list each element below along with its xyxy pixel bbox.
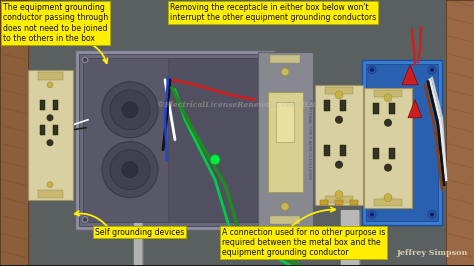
Bar (40, 100, 45, 110)
Text: The equipment grounding
conductor passing through
does not need to be joined
to : The equipment grounding conductor passin… (3, 3, 108, 43)
Ellipse shape (46, 139, 54, 146)
Circle shape (83, 58, 87, 62)
Bar (53, 100, 58, 110)
Circle shape (261, 56, 269, 64)
Circle shape (368, 211, 376, 219)
Bar (276, 102, 294, 142)
Text: Jeffrey Simpson: Jeffrey Simpson (397, 250, 468, 257)
Bar (389, 148, 395, 159)
Circle shape (428, 211, 436, 219)
Bar (75, 50, 275, 230)
Bar (38, 190, 63, 198)
Circle shape (81, 56, 89, 64)
Bar (340, 145, 346, 156)
Circle shape (281, 68, 289, 76)
Bar (270, 215, 300, 223)
Circle shape (210, 155, 220, 165)
Circle shape (384, 94, 392, 102)
Text: IS OPTIONAL TYPE X ASTM C1355/1356M: IS OPTIONAL TYPE X ASTM C1355/1356M (307, 99, 311, 178)
Text: Self grounding devices: Self grounding devices (95, 227, 184, 236)
Circle shape (261, 215, 269, 223)
Bar (324, 100, 330, 111)
Circle shape (368, 66, 376, 74)
Bar (268, 92, 303, 192)
Circle shape (370, 68, 374, 72)
Bar (362, 60, 442, 225)
Bar (373, 103, 379, 114)
Bar (374, 199, 402, 206)
Bar (325, 196, 353, 203)
Polygon shape (408, 100, 422, 118)
Circle shape (102, 142, 158, 198)
Bar (340, 100, 346, 111)
Bar (83, 58, 168, 222)
Ellipse shape (335, 161, 343, 169)
Bar (40, 125, 45, 135)
Circle shape (122, 162, 138, 178)
Circle shape (47, 82, 53, 88)
Text: Removing the receptacle in either box below won't
interrupt the other equipment : Removing the receptacle in either box be… (170, 3, 376, 22)
Circle shape (81, 215, 89, 223)
Circle shape (398, 201, 406, 209)
Bar (315, 85, 363, 205)
Ellipse shape (384, 164, 392, 172)
Circle shape (110, 90, 150, 130)
Bar (324, 145, 330, 156)
Bar (373, 148, 379, 159)
Circle shape (428, 66, 436, 74)
Bar (270, 55, 300, 63)
Circle shape (47, 182, 53, 188)
Bar (133, 185, 143, 265)
Bar (341, 210, 359, 265)
Circle shape (281, 203, 289, 211)
Bar (350, 200, 358, 205)
Circle shape (384, 194, 392, 202)
Bar (366, 64, 438, 221)
Ellipse shape (46, 114, 54, 121)
Bar (364, 88, 412, 207)
Bar (258, 52, 313, 227)
Circle shape (335, 91, 343, 99)
Bar (325, 87, 353, 94)
Circle shape (370, 213, 374, 217)
Bar (38, 72, 63, 80)
Text: A connection used for no other purpose is
required between the metal box and the: A connection used for no other purpose i… (222, 227, 385, 257)
Circle shape (102, 82, 158, 138)
Circle shape (263, 58, 267, 62)
Circle shape (430, 68, 434, 72)
Circle shape (335, 191, 343, 199)
Ellipse shape (384, 119, 392, 127)
Bar (28, 70, 73, 200)
Bar (389, 103, 395, 114)
Bar (446, 0, 474, 265)
Circle shape (110, 150, 150, 190)
Text: ©ElectricalLicenseRenewal.Com 2020: ©ElectricalLicenseRenewal.Com 2020 (156, 101, 318, 109)
Ellipse shape (335, 116, 343, 124)
Bar (320, 200, 328, 205)
Bar (79, 54, 271, 226)
Bar (53, 125, 58, 135)
Bar (374, 90, 402, 97)
Bar (335, 200, 343, 205)
Circle shape (430, 213, 434, 217)
Circle shape (263, 218, 267, 222)
Polygon shape (402, 65, 418, 85)
Bar (134, 185, 142, 265)
Bar (83, 58, 267, 222)
Circle shape (83, 218, 87, 222)
Bar (0, 0, 28, 265)
Circle shape (122, 102, 138, 118)
Bar (340, 210, 360, 265)
